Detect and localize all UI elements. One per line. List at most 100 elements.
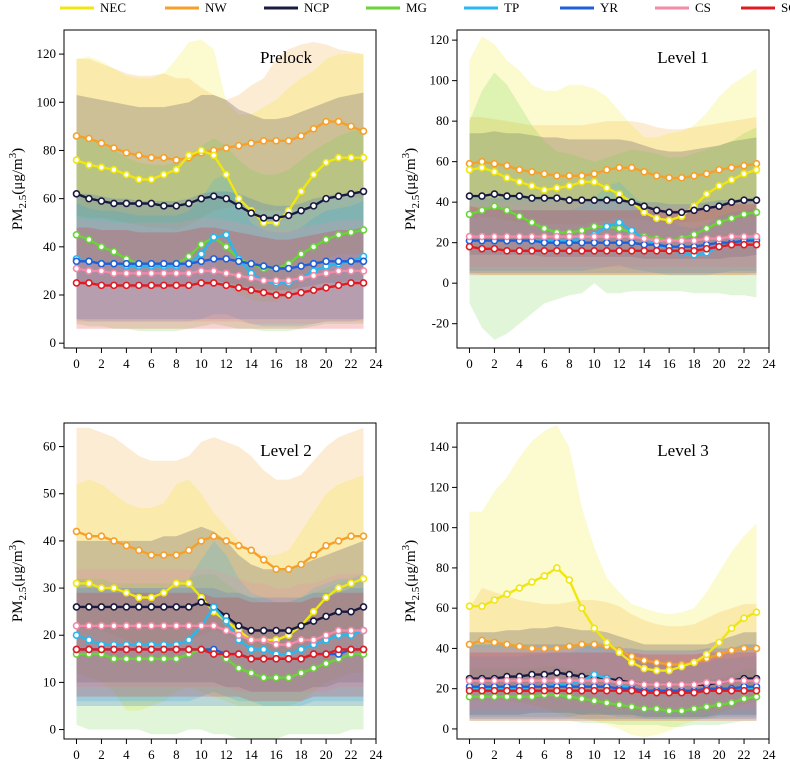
point-yr	[197, 257, 206, 266]
point-yr	[172, 259, 181, 268]
panel-title: Level 3	[657, 441, 708, 460]
plot-area	[72, 39, 368, 332]
point-cs	[72, 622, 81, 630]
x-tick-label: 14	[638, 747, 652, 762]
point-sc	[147, 281, 156, 290]
x-tick-label: 24	[763, 747, 777, 762]
point-ncp	[284, 211, 293, 220]
point-nw	[197, 537, 206, 545]
point-cs	[640, 234, 649, 243]
point-nw	[284, 137, 293, 145]
point-mg	[577, 226, 586, 235]
point-yr	[222, 255, 231, 263]
point-nec	[702, 190, 711, 198]
x-tick-label: 4	[123, 747, 130, 762]
x-tick-label: 6	[541, 747, 548, 762]
band-nec	[469, 425, 757, 737]
point-sc	[640, 688, 649, 697]
point-nw	[752, 159, 761, 168]
point-mg	[490, 202, 499, 211]
point-nec	[147, 593, 156, 602]
point-sc	[85, 279, 93, 287]
point-nec	[85, 579, 93, 588]
point-cs	[715, 234, 723, 243]
point-nw	[565, 172, 574, 180]
point-cs	[309, 636, 318, 644]
point-sc	[259, 655, 268, 663]
point-ncp	[503, 192, 511, 200]
point-cs	[234, 271, 243, 280]
point-nec	[309, 170, 318, 179]
point-sc	[727, 686, 736, 695]
x-tick-label: 22	[345, 356, 358, 371]
point-cs	[615, 232, 624, 241]
point-nec	[97, 584, 106, 592]
point-ncp	[322, 194, 330, 203]
x-tick-label: 10	[588, 747, 601, 762]
point-nec	[503, 590, 511, 598]
point-mg	[590, 222, 599, 231]
point-mg	[490, 692, 499, 701]
point-yr	[272, 264, 280, 273]
point-nec	[515, 584, 524, 592]
point-sc	[652, 688, 661, 697]
point-cs	[665, 236, 673, 245]
point-sc	[665, 246, 673, 255]
legend-label-ncp: NCP	[304, 0, 329, 15]
point-mg	[515, 692, 524, 701]
point-sc	[222, 650, 231, 658]
y-tick-label: 60	[43, 191, 56, 206]
point-nec	[110, 165, 118, 174]
point-nec	[209, 151, 218, 160]
point-sc	[627, 246, 636, 255]
point-sc	[528, 686, 536, 695]
point-mg	[172, 655, 181, 663]
x-tick-label: 16	[270, 747, 284, 762]
point-cs	[590, 676, 599, 685]
point-nw	[540, 644, 549, 653]
point-sc	[740, 240, 748, 249]
point-sc	[259, 288, 268, 297]
y-tick-label: 0	[443, 275, 450, 290]
point-ncp	[135, 199, 143, 208]
legend-label-tp: TP	[504, 0, 519, 15]
point-nw	[515, 165, 524, 174]
point-ncp	[553, 668, 561, 677]
point-nw	[110, 537, 118, 545]
point-ncp	[740, 196, 748, 204]
legend-label-nec: NEC	[100, 0, 126, 15]
y-tick-label: 80	[436, 113, 449, 128]
y-axis-label: PM2.5(μg/m3)	[7, 148, 29, 230]
point-nw	[272, 137, 280, 145]
point-nw	[540, 170, 549, 178]
plot-area	[465, 425, 761, 737]
point-sc	[577, 686, 586, 695]
point-nec	[465, 602, 474, 610]
point-sc	[334, 281, 343, 290]
point-nw	[234, 141, 243, 150]
point-tp	[185, 636, 193, 644]
point-mg	[690, 705, 698, 713]
point-nw	[478, 157, 486, 166]
point-nec	[627, 658, 636, 667]
point-yr	[259, 262, 268, 270]
point-cs	[272, 640, 280, 649]
point-ncp	[197, 194, 206, 203]
point-yr	[577, 238, 586, 247]
point-ncp	[160, 603, 168, 611]
point-sc	[565, 246, 574, 255]
x-tick-label: 18	[295, 356, 308, 371]
point-sc	[322, 650, 330, 658]
point-ncp	[702, 204, 711, 213]
point-nec	[602, 638, 611, 647]
point-nw	[490, 159, 499, 168]
y-tick-label: 20	[43, 627, 56, 642]
x-tick-label: 2	[98, 356, 105, 371]
point-nw	[553, 644, 561, 653]
point-nw	[665, 174, 673, 182]
point-yr	[615, 238, 624, 247]
point-ncp	[160, 202, 168, 210]
point-sc	[247, 286, 255, 294]
point-ncp	[247, 209, 255, 217]
